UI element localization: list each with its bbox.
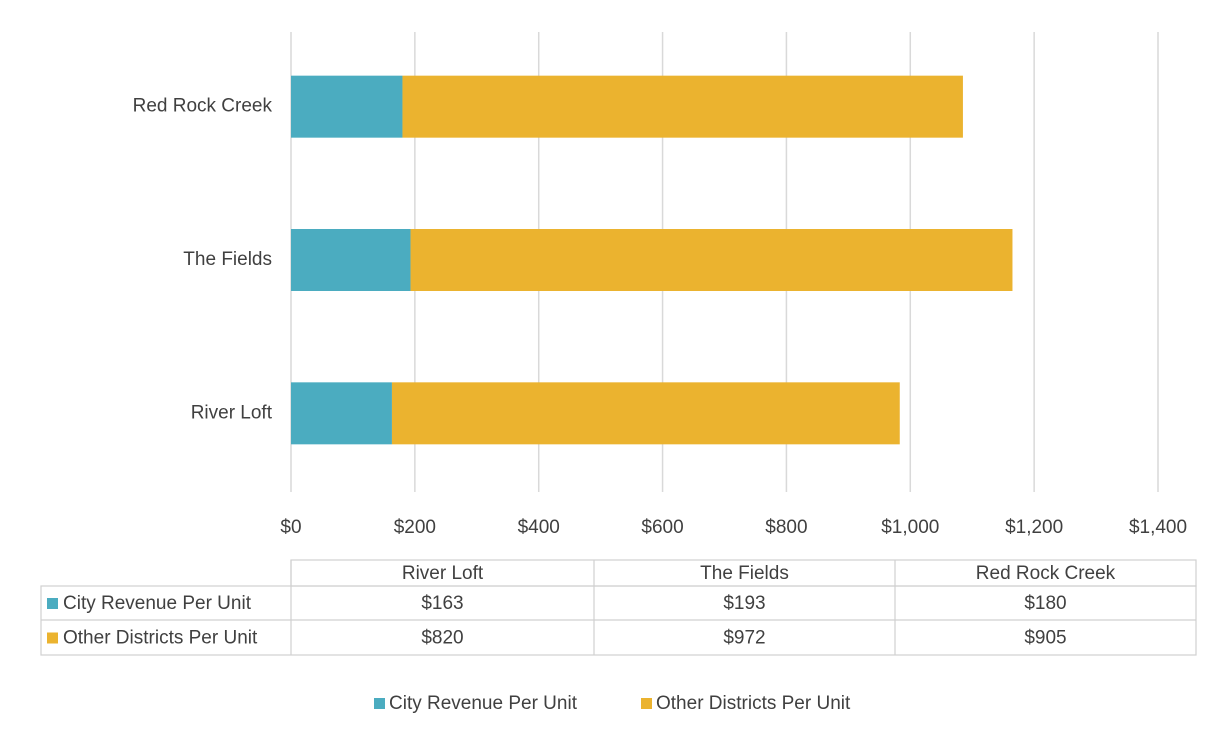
bar-segment [291, 75, 403, 138]
bar-segment [391, 382, 900, 445]
table-cell: $193 [723, 593, 765, 614]
x-tick-label: $400 [518, 517, 560, 538]
table-cell: $180 [1024, 593, 1066, 614]
y-tick-label: River Loft [191, 402, 273, 423]
x-tick-label: $800 [765, 517, 807, 538]
table-legend-key [47, 632, 58, 644]
bar-segment [291, 229, 411, 291]
bar-segment [291, 382, 392, 445]
legend-label: City Revenue Per Unit [389, 693, 578, 714]
y-tick-label: Red Rock Creek [133, 96, 273, 117]
table-cell: $972 [723, 628, 765, 649]
x-tick-label: $1,000 [881, 517, 939, 538]
table-row-label: Other Districts Per Unit [63, 628, 258, 649]
table-row-label: City Revenue Per Unit [63, 593, 252, 614]
table-header: River Loft [402, 563, 484, 584]
table-cell: $163 [421, 593, 463, 614]
bar-segment [402, 75, 963, 138]
legend-key [641, 698, 652, 709]
table-header: The Fields [700, 563, 789, 584]
table-cell: $905 [1024, 628, 1066, 649]
table-legend-key [47, 598, 58, 609]
bar-segment [410, 229, 1013, 291]
x-tick-label: $200 [394, 517, 436, 538]
table-cell: $820 [421, 628, 463, 649]
x-tick-label: $0 [280, 517, 301, 538]
table-header: Red Rock Creek [976, 563, 1116, 584]
legend-key [374, 698, 385, 709]
x-tick-label: $600 [641, 517, 683, 538]
x-tick-label: $1,400 [1129, 517, 1187, 538]
x-tick-label: $1,200 [1005, 517, 1063, 538]
legend-label: Other Districts Per Unit [656, 693, 851, 714]
y-tick-label: The Fields [183, 249, 272, 270]
